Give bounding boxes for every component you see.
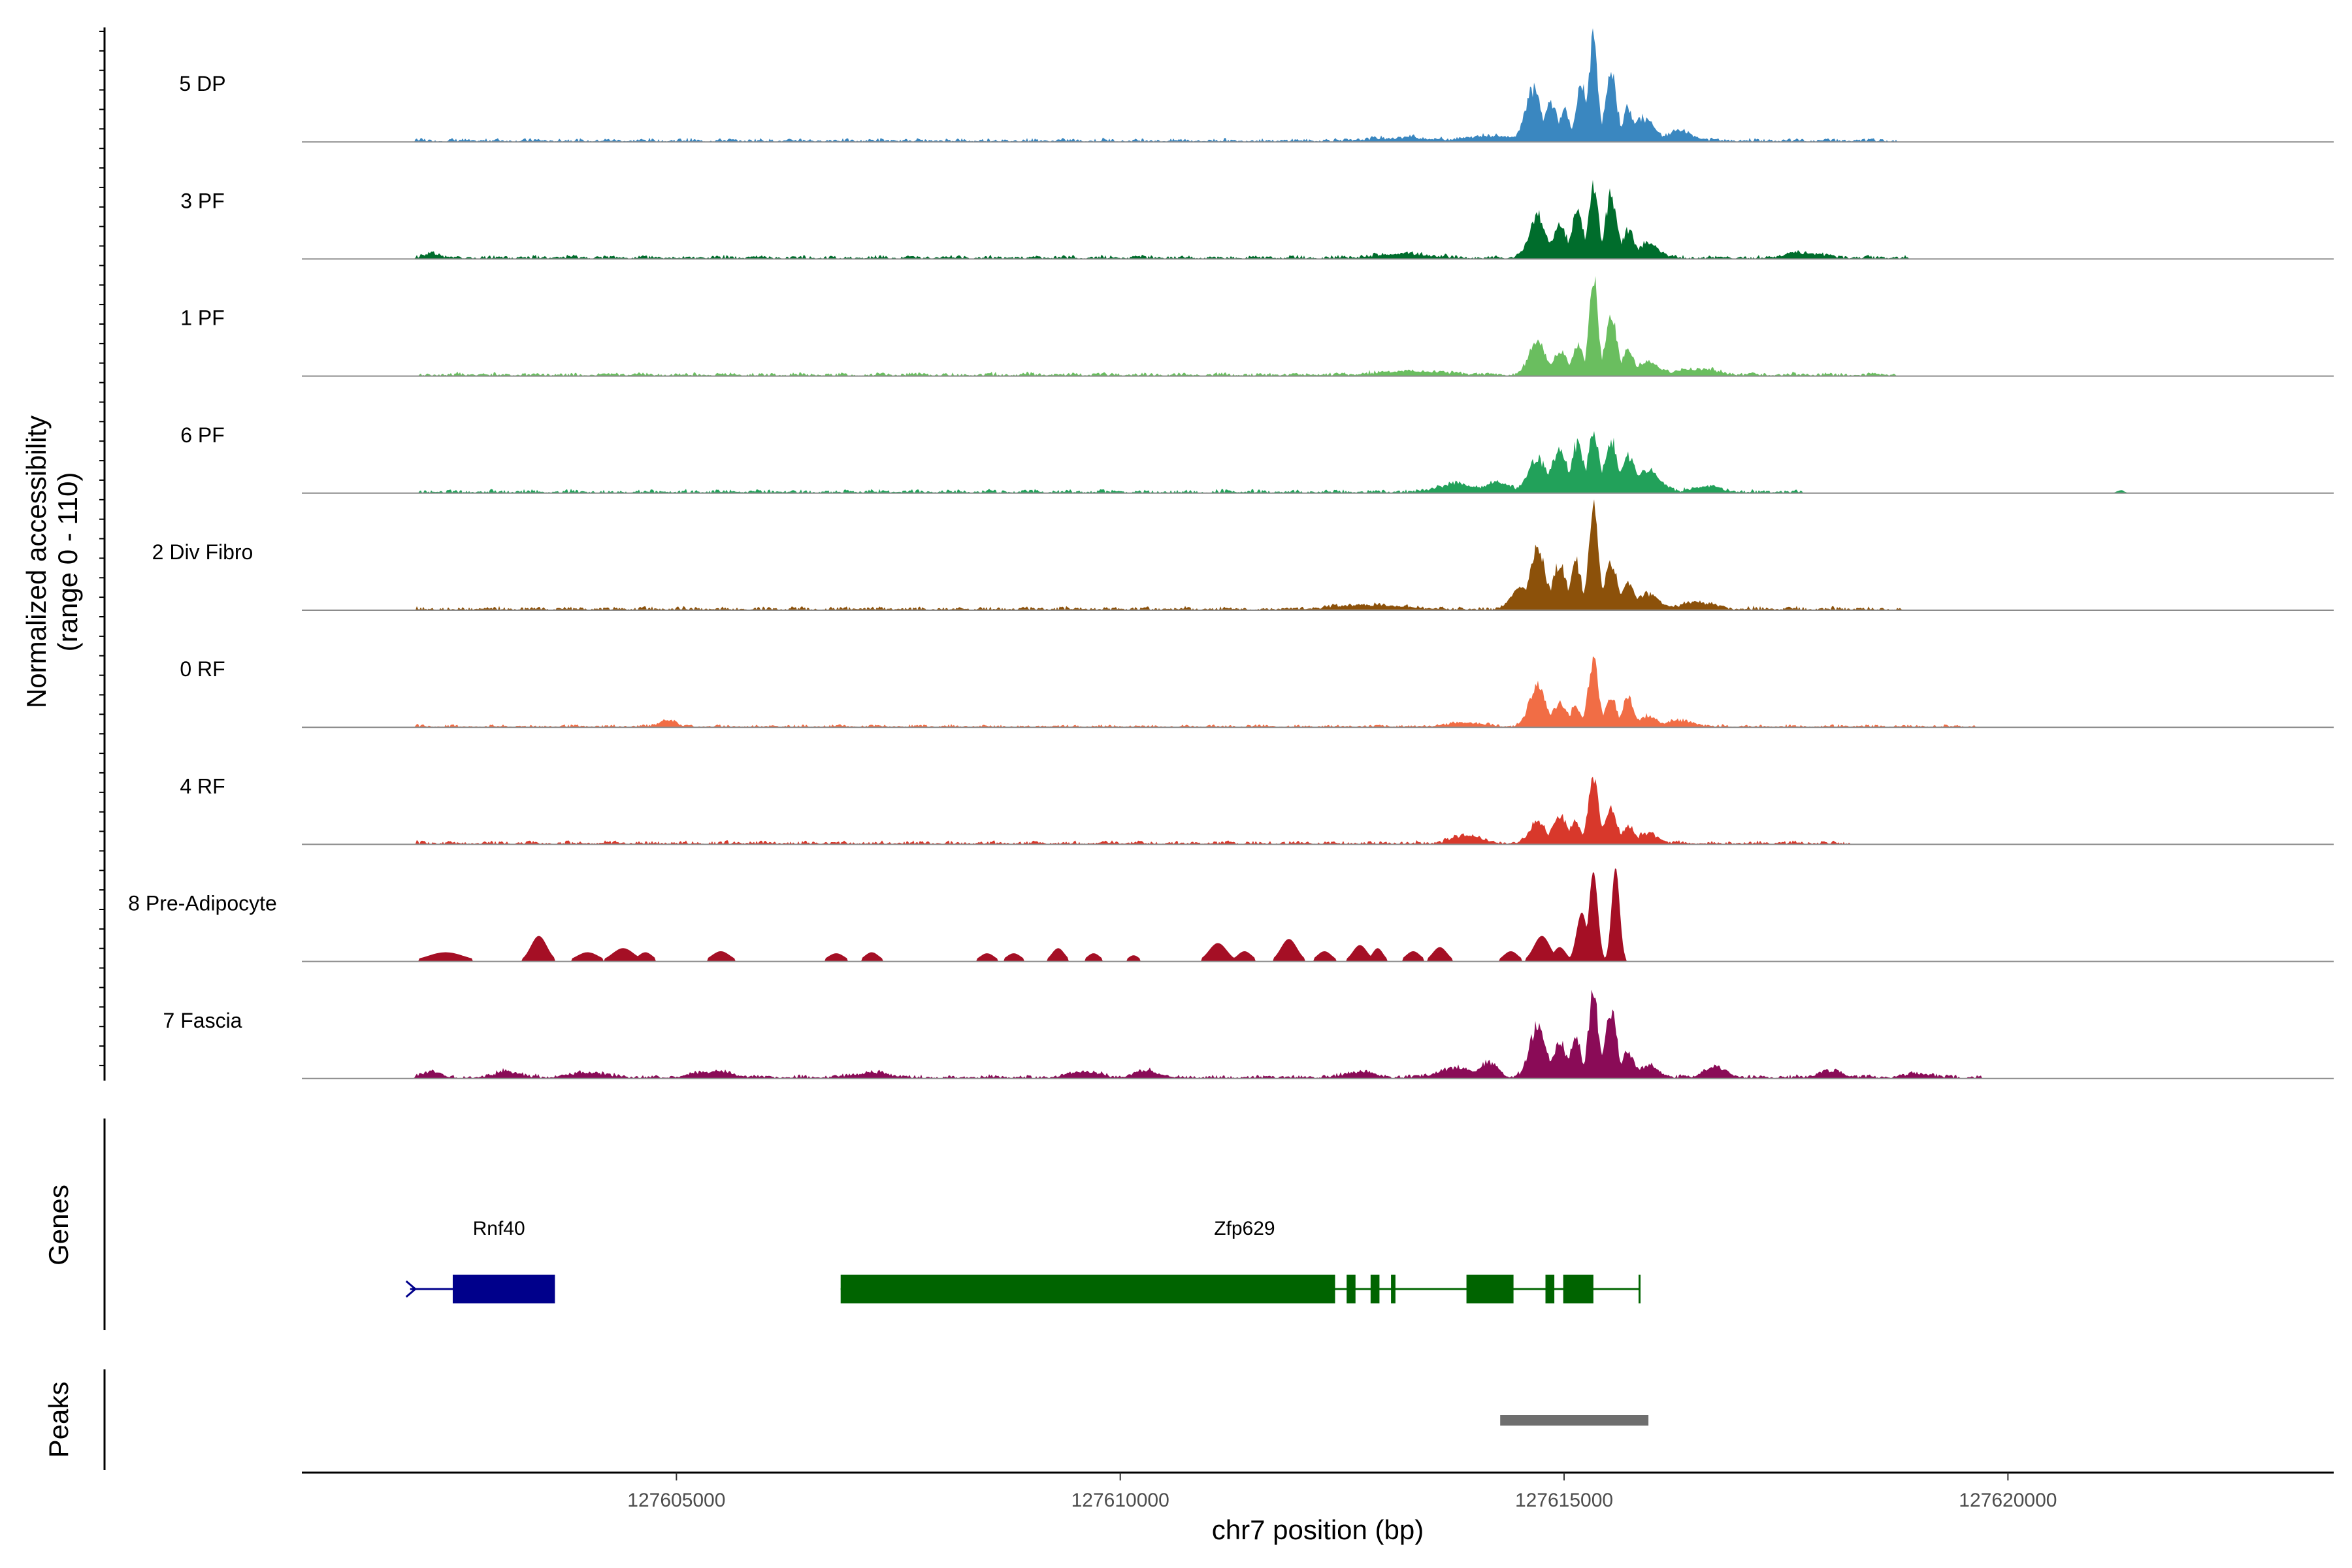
track-5-dp: 5 DP: [179, 28, 2334, 143]
track-7-fascia: 7 Fascia: [163, 989, 2334, 1079]
track-3-pf: 3 PF: [180, 180, 2334, 260]
y-axis-title: Normalized accessibility: [21, 416, 52, 708]
track-label: 7 Fascia: [163, 1009, 242, 1032]
track-0-rf: 0 RF: [180, 656, 2334, 728]
coverage-tracks: 5 DP 3 PF 1 PF 6 PF 2 Div Fibro 0 RF 4 RF 8 Pre…: [128, 28, 2334, 1079]
coverage-area: [302, 868, 2334, 962]
coverage-area: [302, 499, 2334, 610]
y-axis: [99, 27, 106, 1081]
track-label: 3 PF: [180, 189, 225, 212]
gene-exon: [1545, 1275, 1555, 1303]
x-tick-label: 127610000: [1071, 1490, 1169, 1511]
track-2-div-fibro: 2 Div Fibro: [152, 499, 2334, 611]
gene-exon: [1370, 1275, 1380, 1303]
track-label: 2 Div Fibro: [152, 540, 253, 564]
y-axis-title-range: (range 0 - 110): [52, 472, 83, 652]
track-1-pf: 1 PF: [180, 276, 2334, 377]
x-axis: 127605000 127610000 127615000 127620000: [627, 1473, 2057, 1511]
gene-label: Rnf40: [473, 1218, 525, 1239]
coverage-area: [302, 656, 2334, 728]
coverage-area: [302, 276, 2334, 376]
track-8-pre-adipocyte: 8 Pre-Adipocyte: [128, 868, 2334, 962]
coverage-area: [302, 989, 2334, 1079]
gene-rnf40: Rnf40: [405, 1218, 555, 1303]
genes-axis-title: Genes: [43, 1184, 74, 1266]
gene-exon: [1466, 1275, 1514, 1303]
genes-panel: Rnf40 Zfp629: [405, 1218, 1641, 1303]
gene-exon: [1391, 1275, 1396, 1303]
coverage-area: [302, 180, 2334, 259]
track-label: 1 PF: [180, 306, 225, 330]
gene-zfp629: Zfp629: [840, 1218, 1641, 1303]
coverage-area: [302, 28, 2334, 142]
peaks-panel: [1500, 1415, 1649, 1426]
peaks-axis-title: Peaks: [43, 1382, 74, 1458]
gene-label: Zfp629: [1214, 1218, 1275, 1239]
track-label: 0 RF: [180, 657, 225, 681]
gene-exon: [1563, 1275, 1593, 1303]
gene-exon: [452, 1275, 554, 1303]
coverage-area: [302, 776, 2334, 845]
x-tick-label: 127620000: [1959, 1490, 2057, 1511]
track-4-rf: 4 RF: [180, 774, 2334, 845]
x-tick-label: 127615000: [1515, 1490, 1613, 1511]
gene-exon: [1347, 1275, 1356, 1303]
coverage-area: [302, 431, 2334, 493]
track-label: 5 DP: [179, 72, 225, 95]
peak-region: [1500, 1415, 1649, 1426]
track-label: 4 RF: [180, 774, 225, 798]
track-6-pf: 6 PF: [180, 423, 2334, 494]
strand-arrow-icon: [405, 1280, 417, 1298]
gene-exon: [840, 1275, 1335, 1303]
track-label: 6 PF: [180, 423, 225, 447]
x-tick-label: 127605000: [627, 1490, 725, 1511]
x-axis-title: chr7 position (bp): [1212, 1514, 1424, 1545]
track-label: 8 Pre-Adipocyte: [128, 892, 277, 915]
